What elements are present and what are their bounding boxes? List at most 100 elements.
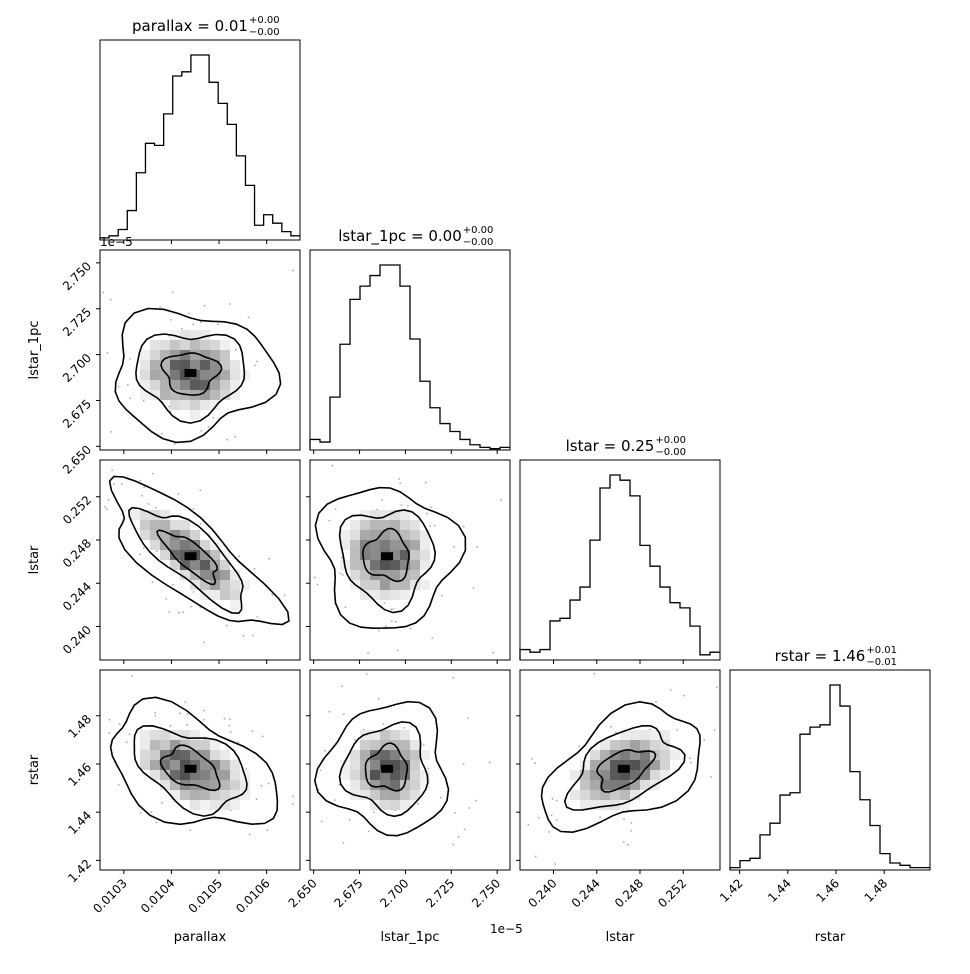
histogram-bin <box>860 800 870 870</box>
density-cell <box>380 510 390 520</box>
x-tick-label: 0.0105 <box>186 876 226 916</box>
density-cell <box>170 400 180 410</box>
density-peak <box>617 764 630 773</box>
histogram-bin <box>620 480 630 660</box>
sample-point <box>173 443 176 445</box>
panel-lstar-vs-lstar_1pc <box>313 444 503 654</box>
sample-point <box>715 686 718 688</box>
histogram-bin <box>800 734 810 870</box>
density-cell <box>390 580 400 590</box>
sample-point <box>261 735 264 738</box>
sample-point <box>199 489 202 492</box>
histogram-bin <box>850 772 860 870</box>
histogram-bin <box>218 103 227 240</box>
density-cell <box>410 520 420 530</box>
density-cell <box>200 580 210 590</box>
sample-point <box>472 587 475 589</box>
sample-point <box>433 524 436 527</box>
x-tick-label: 2.650 <box>286 876 320 910</box>
sample-point <box>129 358 132 360</box>
sample-point <box>266 829 269 832</box>
density-cell <box>360 790 370 800</box>
sample-point <box>107 498 110 501</box>
density-cell <box>160 360 170 370</box>
sample-point <box>452 843 455 846</box>
sample-point <box>200 430 203 432</box>
sample-point <box>308 646 310 648</box>
sample-point <box>468 807 471 809</box>
density-cell <box>650 770 660 780</box>
sample-point <box>467 717 469 720</box>
density-cell <box>380 530 390 540</box>
sample-point <box>578 745 581 748</box>
density-cell <box>400 550 410 560</box>
density-cell <box>200 780 210 790</box>
sample-point <box>500 499 503 502</box>
density-cell <box>210 540 220 550</box>
sample-point <box>320 820 323 823</box>
histogram-bin <box>330 397 340 450</box>
density-cell <box>630 740 640 750</box>
sample-point <box>746 691 748 693</box>
title-parallax: parallax = 0.01 <box>132 17 248 35</box>
sample-point <box>238 555 241 558</box>
density-cell <box>140 730 150 740</box>
sample-point <box>120 483 123 486</box>
sample-point <box>207 426 210 429</box>
histogram-bin <box>870 826 880 870</box>
histogram-bin <box>540 650 550 660</box>
sample-point <box>396 649 399 652</box>
sample-point <box>108 718 111 721</box>
density-cell <box>170 560 180 570</box>
sample-point <box>398 478 401 480</box>
sample-point <box>422 744 425 746</box>
density-cell <box>180 570 190 580</box>
density-cell <box>390 760 400 770</box>
density-cell <box>220 570 230 580</box>
sample-point <box>234 435 237 438</box>
density-cell <box>410 780 420 790</box>
density-cell <box>390 590 400 600</box>
density-cell <box>160 780 170 790</box>
sample-point <box>170 319 172 321</box>
sample-point <box>344 606 347 609</box>
density-cell <box>220 800 230 810</box>
density-cell <box>220 760 230 770</box>
density-peak <box>184 764 197 773</box>
density-cell <box>400 560 410 570</box>
density-cell <box>400 520 410 530</box>
density-cell <box>590 770 600 780</box>
density-cell <box>390 800 400 810</box>
density-cell <box>340 760 350 770</box>
density-cell <box>200 550 210 560</box>
density-cell <box>390 790 400 800</box>
panel-frame <box>99 39 301 241</box>
density-cell <box>220 340 230 350</box>
density-cell <box>160 390 170 400</box>
histogram-lstar_1pc <box>309 264 510 450</box>
density-cell <box>180 730 190 740</box>
density-cell <box>380 770 390 780</box>
sample-point <box>342 842 345 844</box>
histogram-step-line <box>519 474 720 660</box>
density-cell <box>190 340 200 350</box>
density-cell <box>380 790 390 800</box>
density-cell <box>200 570 210 580</box>
density-cell <box>350 560 360 570</box>
density-cell <box>150 540 160 550</box>
contour-level-3 <box>540 700 701 834</box>
density-cell <box>230 380 240 390</box>
contour-level-2 <box>563 725 686 811</box>
density-cell <box>180 750 190 760</box>
sample-point <box>441 594 443 597</box>
x-offset-text: 1e−5 <box>490 922 523 936</box>
density-cell <box>160 740 170 750</box>
density-cell <box>380 730 390 740</box>
panel-frame <box>729 669 931 871</box>
title-lstar: lstar = 0.25 <box>566 437 655 455</box>
density-cell <box>350 530 360 540</box>
sample-point <box>245 768 248 770</box>
title-superscript: +0.00 <box>249 15 280 26</box>
density-cell <box>630 730 640 740</box>
sample-point <box>487 444 489 446</box>
